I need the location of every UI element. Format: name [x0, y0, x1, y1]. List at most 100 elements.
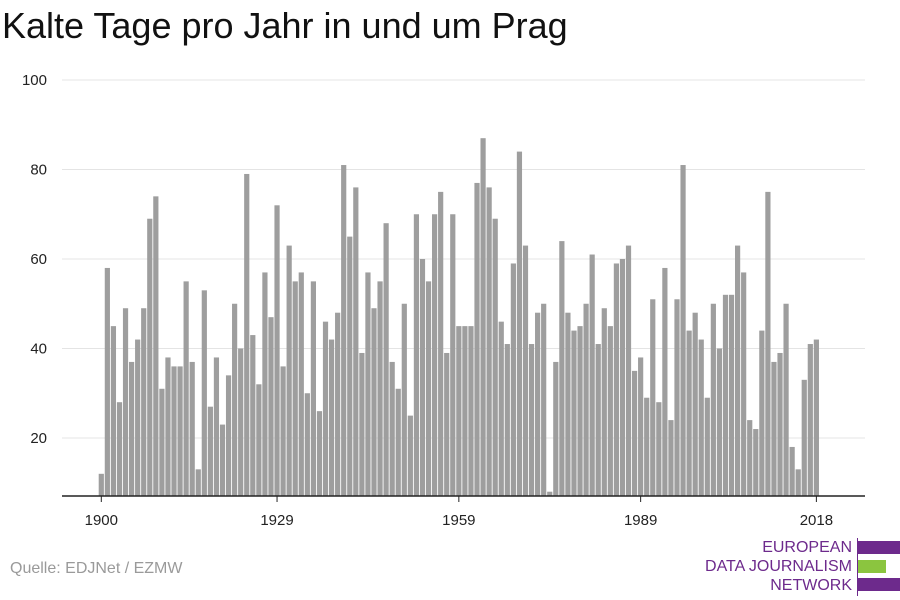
logo-line-1: EUROPEAN	[762, 539, 852, 556]
bar-2010	[765, 191, 771, 496]
bar-1976	[559, 241, 565, 496]
bar-1937	[322, 321, 329, 496]
bar-1913	[177, 366, 183, 496]
logo-line-2: DATA JOURNALISM	[705, 558, 852, 575]
bar-2000	[704, 397, 710, 496]
bar-1917	[201, 290, 207, 496]
bar-2012	[777, 352, 783, 496]
bar-1991	[650, 299, 656, 496]
bar-1954	[425, 281, 432, 496]
bar-1914	[183, 281, 189, 496]
bar-1949	[395, 388, 401, 496]
y-tick-label-40: 40	[30, 341, 47, 358]
bar-2003	[722, 294, 729, 496]
bar-1909	[153, 196, 159, 496]
bar-1911	[165, 357, 171, 496]
bar-1969	[516, 151, 523, 496]
edjnet-logo: EUROPEAN DATA JOURNALISM NETWORK	[700, 538, 900, 596]
bar-1918	[207, 406, 213, 496]
bar-1932	[292, 281, 298, 496]
bar-2006	[741, 272, 747, 496]
bar-1906	[135, 339, 141, 496]
bar-1947	[383, 223, 389, 496]
bar-1938	[328, 339, 335, 496]
bar-1910	[159, 388, 165, 496]
bar-1983	[601, 308, 607, 496]
logo-text: EUROPEAN DATA JOURNALISM NETWORK	[705, 538, 852, 595]
bar-1979	[577, 326, 583, 496]
bar-1988	[631, 370, 638, 496]
bar-1923	[238, 348, 244, 496]
bar-1931	[286, 245, 292, 496]
bar-1961	[468, 326, 474, 496]
y-axis-labels: 20 40 60 80 100	[22, 72, 47, 447]
bar-1908	[147, 218, 153, 496]
bar-1948	[389, 361, 395, 496]
bar-1904	[122, 308, 129, 496]
bar-1963	[480, 138, 486, 497]
bar-1950	[401, 303, 407, 496]
bar-2008	[753, 429, 759, 496]
bar-1944	[365, 272, 371, 496]
bar-1970	[522, 245, 529, 496]
bar-1965	[492, 218, 498, 496]
source-note: Quelle: EDJNet / EZMW	[10, 560, 183, 577]
bar-1946	[377, 281, 383, 496]
bar-1972	[535, 312, 541, 496]
bar-1981	[589, 254, 595, 496]
bar-1994	[668, 420, 674, 496]
bar-1982	[595, 344, 601, 496]
bar-1996	[680, 165, 686, 496]
chart-title: Kalte Tage pro Jahr in und um Prag	[2, 5, 568, 46]
bar-1943	[359, 352, 365, 496]
bar-1978	[571, 330, 577, 496]
bar-1966	[498, 321, 504, 496]
bar-1955	[432, 214, 438, 496]
y-tick-label-80: 80	[30, 162, 47, 179]
logo-bar-top	[858, 541, 900, 554]
bar-1905	[129, 361, 135, 496]
bar-2014	[789, 446, 795, 496]
bar-1900	[98, 473, 104, 496]
bar-1934	[304, 393, 310, 496]
logo-line-3: NETWORK	[770, 577, 852, 594]
bar-1951	[407, 415, 413, 496]
bar-1920	[219, 424, 226, 496]
y-tick-label-100: 100	[22, 72, 47, 89]
bar-1960	[462, 326, 468, 496]
bar-1953	[419, 259, 426, 496]
x-tick-label-1900: 1900	[85, 512, 118, 529]
bar-1902	[110, 326, 117, 496]
logo-bar-middle	[858, 560, 886, 573]
bar-1999	[698, 339, 704, 496]
bar-2015	[795, 469, 801, 496]
x-axis: 1900 1929 1959 1989 2018	[62, 495, 865, 529]
bar-1973	[541, 303, 547, 496]
bar-1990	[644, 397, 650, 496]
bar-1922	[232, 303, 238, 496]
bar-1901	[104, 267, 110, 496]
bar-2002	[716, 348, 723, 496]
bar-1952	[413, 214, 420, 496]
bars	[98, 138, 819, 497]
bar-1924	[244, 173, 250, 496]
bar-1936	[316, 411, 323, 496]
bar-1974	[547, 491, 553, 496]
bar-1945	[371, 308, 377, 496]
bar-2011	[771, 361, 777, 496]
bar-2013	[783, 303, 789, 496]
bar-2004	[728, 294, 735, 496]
bar-1962	[474, 182, 480, 497]
bar-1984	[607, 326, 613, 496]
bar-1964	[486, 187, 492, 496]
bar-1926	[256, 384, 262, 496]
bar-1919	[213, 357, 220, 496]
bar-1930	[280, 366, 286, 496]
bar-1935	[310, 281, 316, 496]
bar-1912	[171, 366, 177, 496]
bar-1933	[298, 272, 304, 496]
bar-1992	[656, 402, 662, 496]
bar-1997	[686, 330, 692, 496]
bar-2018	[813, 339, 819, 496]
